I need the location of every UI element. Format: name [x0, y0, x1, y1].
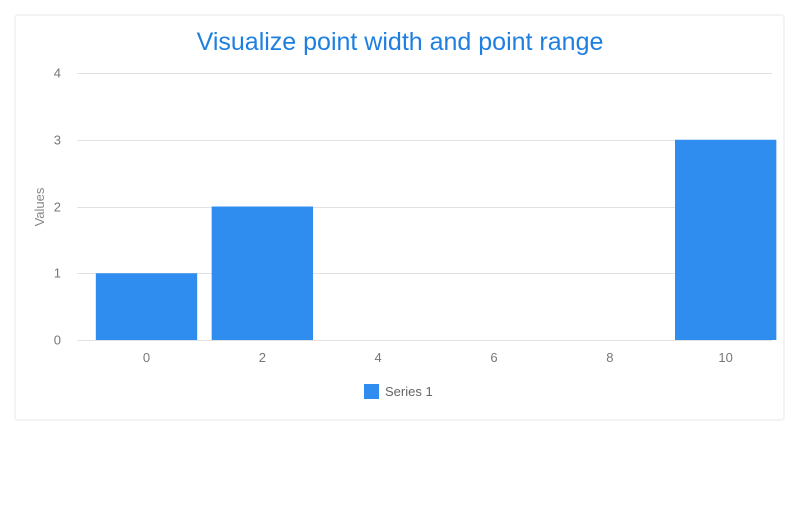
chart-card [16, 16, 783, 419]
x-axis-ticks: 0 2 4 6 8 10 [143, 350, 733, 365]
bar-x-0[interactable] [95, 273, 198, 340]
bar-x-2[interactable] [211, 206, 314, 341]
x-tick-label: 4 [375, 350, 382, 365]
x-tick-label: 0 [143, 350, 150, 365]
y-tick-label: 2 [54, 200, 61, 215]
chart-title: Visualize point width and point range [197, 28, 604, 56]
y-tick-label: 3 [54, 133, 61, 148]
x-tick-label: 10 [718, 350, 732, 365]
y-axis-title: Values [32, 187, 47, 226]
y-tick-label: 4 [54, 66, 61, 81]
legend-swatch[interactable] [364, 384, 379, 399]
x-tick-label: 8 [606, 350, 613, 365]
bars [95, 139, 777, 341]
legend[interactable]: Series 1 [364, 384, 433, 399]
legend-label[interactable]: Series 1 [385, 384, 433, 399]
bar-x-10[interactable] [674, 139, 777, 340]
x-tick-label: 6 [490, 350, 497, 365]
x-tick-label: 2 [259, 350, 266, 365]
y-axis-ticks: 0 1 2 3 4 [54, 66, 61, 348]
y-tick-label: 0 [54, 333, 61, 348]
y-tick-label: 1 [54, 266, 61, 281]
